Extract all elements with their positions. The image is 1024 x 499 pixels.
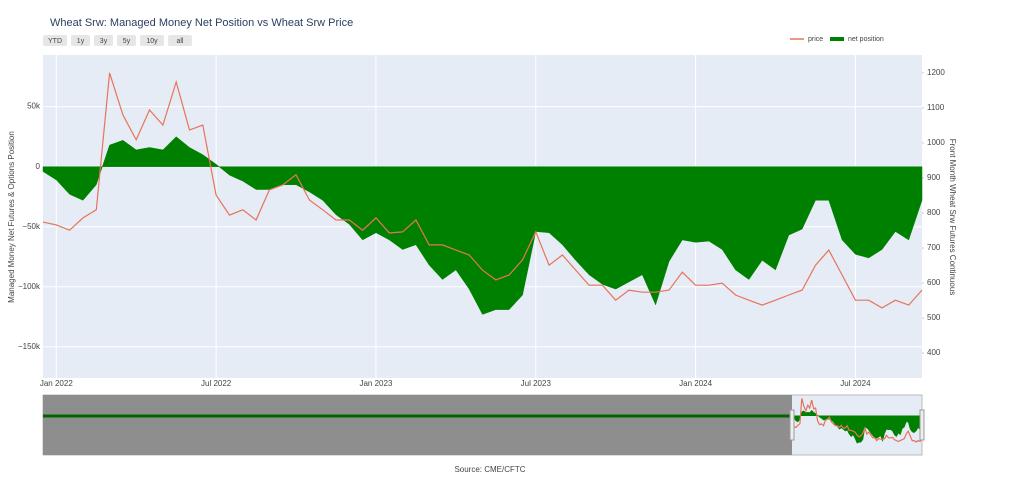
range-button[interactable]: YTD bbox=[43, 35, 67, 46]
range-button-bg bbox=[168, 35, 192, 46]
y2-tick-label: 700 bbox=[927, 243, 941, 252]
y2-tick-label: 800 bbox=[927, 208, 941, 217]
range-slider-mask bbox=[43, 395, 792, 455]
range-button[interactable]: 10y bbox=[140, 35, 164, 46]
range-slider-handle[interactable] bbox=[919, 409, 925, 441]
range-button[interactable]: 3y bbox=[94, 35, 113, 46]
range-button-bg bbox=[43, 35, 67, 46]
y2-tick-label: 1100 bbox=[927, 103, 945, 112]
range-button-label: 3y bbox=[100, 38, 108, 45]
x-tick-label: Jan 2022 bbox=[40, 379, 73, 388]
line-slider bbox=[791, 398, 923, 443]
range-button-bg bbox=[117, 35, 136, 46]
x-tick-label: Jul 2024 bbox=[840, 379, 871, 388]
y2-tick-label: 500 bbox=[927, 313, 941, 322]
source-note: Source: CME/CFTC bbox=[454, 465, 525, 474]
range-button-bg bbox=[94, 35, 113, 46]
chart-title: Wheat Srw: Managed Money Net Position vs… bbox=[50, 17, 353, 29]
area bbox=[42, 136, 923, 315]
range-button-label: all bbox=[176, 38, 183, 45]
range-button-label: YTD bbox=[48, 38, 62, 45]
range-button-label: 1y bbox=[77, 38, 85, 45]
range-button[interactable]: all bbox=[168, 35, 192, 46]
legend-swatch bbox=[830, 37, 844, 41]
range-button[interactable]: 5y bbox=[117, 35, 136, 46]
legend-label: net position bbox=[848, 36, 884, 43]
range-button-bg bbox=[71, 35, 90, 46]
area-slider bbox=[791, 409, 923, 444]
y2-tick-label: 1000 bbox=[927, 138, 945, 147]
y2-tick-label: 600 bbox=[927, 278, 941, 287]
x-tick-label: Jul 2022 bbox=[201, 379, 232, 388]
range-slider-handle[interactable] bbox=[789, 409, 795, 441]
x-tick-label: Jan 2024 bbox=[679, 379, 712, 388]
y-tick-label: −50k bbox=[22, 222, 41, 231]
x-tick-label: Jul 2023 bbox=[521, 379, 552, 388]
range-button[interactable]: 1y bbox=[71, 35, 90, 46]
y-tick-label: 50k bbox=[27, 102, 41, 111]
x-tick-label: Jan 2023 bbox=[359, 379, 392, 388]
line bbox=[42, 72, 923, 309]
range-button-label: 5y bbox=[123, 38, 131, 45]
legend-label: price bbox=[808, 36, 823, 43]
y-tick-label: −150k bbox=[18, 342, 41, 351]
y2-tick-label: 400 bbox=[927, 348, 941, 357]
range-button-bg bbox=[140, 35, 164, 46]
y2-tick-label: 1200 bbox=[927, 68, 945, 77]
y2-axis-title: Front Month Wheat Srw Futures Continuous bbox=[948, 139, 957, 296]
y2-tick-label: 900 bbox=[927, 173, 941, 182]
y-tick-label: 0 bbox=[36, 162, 41, 171]
range-button-label: 10y bbox=[146, 38, 158, 45]
y-axis-title: Managed Money Net Futures & Options Posi… bbox=[7, 131, 16, 303]
y-tick-label: −100k bbox=[18, 282, 41, 291]
